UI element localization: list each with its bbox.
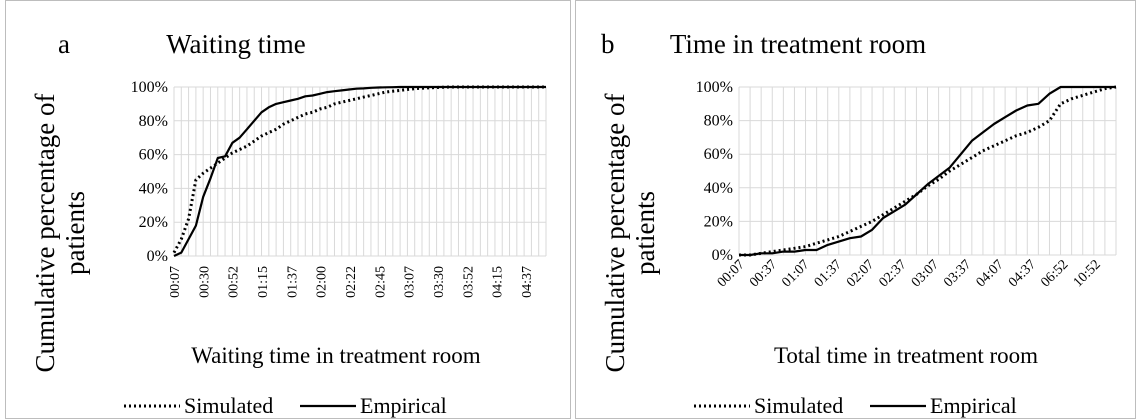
x-axis-label: Total time in treatment room [774, 343, 1038, 368]
x-tick-label: 01:07 [779, 257, 812, 290]
legend: Simulated Empirical [124, 393, 447, 418]
x-tick-label: 06:52 [1038, 257, 1071, 290]
y-tick-label: 80% [139, 113, 168, 130]
x-tick-label: 00:37 [747, 257, 780, 290]
y-tick-label: 20% [704, 213, 733, 230]
waiting-time-chart: a Waiting time Cumulative percentage ofpat… [30, 29, 547, 418]
x-tick-label: 03:07 [909, 257, 942, 290]
y-tick-label: 100% [696, 79, 733, 96]
y-axis-label-line: Cumulative percentage of [600, 94, 630, 373]
x-tick-label: 01:37 [812, 257, 845, 290]
y-tick-label: 0% [712, 247, 733, 264]
x-tick-label: 10:52 [1071, 257, 1104, 290]
x-tick-label: 04:15 [491, 266, 506, 298]
series-line-simulated [172, 85, 546, 254]
legend-label-simulated: Simulated [754, 393, 843, 418]
panel-label: a [58, 29, 70, 59]
chart-panel-time-in-treatment-room: b Time in treatment room Cumulative percen… [575, 0, 1136, 419]
x-tick-label: 03:52 [461, 266, 476, 298]
chart-panel-waiting-time: a Waiting time Cumulative percentage ofpat… [5, 0, 571, 419]
y-axis-label-line: patients [630, 191, 660, 275]
y-axis-label-line: patients [60, 191, 90, 275]
y-tick-label: 40% [139, 180, 168, 197]
series-line-empirical [739, 85, 1116, 257]
legend-label-empirical: Empirical [930, 393, 1017, 418]
y-tick-label: 80% [704, 113, 733, 130]
series-line-empirical [173, 85, 546, 257]
y-tick-label: 60% [704, 146, 733, 163]
legend-label-empirical: Empirical [360, 393, 447, 418]
y-axis-label: Cumulative percentage ofpatients [30, 94, 90, 373]
x-tick-label: 04:37 [1006, 257, 1039, 290]
x-tick-label: 04:37 [520, 266, 535, 298]
x-tick-label: 00:07 [168, 266, 183, 298]
x-tick-label: 01:37 [285, 266, 300, 298]
x-tick-label: 01:15 [256, 266, 271, 298]
x-tick-label: 02:07 [844, 257, 877, 290]
y-axis-label-line: Cumulative percentage of [30, 94, 60, 373]
chart-title: Time in treatment room [670, 29, 926, 59]
y-tick-label: 60% [139, 147, 168, 164]
series-line-simulated [739, 85, 1117, 257]
x-tick-label: 00:30 [197, 266, 212, 298]
x-tick-label: 02:00 [315, 266, 330, 298]
time-in-treatment-room-chart: b Time in treatment room Cumulative percen… [600, 29, 1117, 418]
y-tick-label: 20% [139, 214, 168, 231]
x-tick-label: 03:30 [432, 266, 447, 298]
x-tick-label: 02:22 [344, 266, 359, 298]
y-axis-label: Cumulative percentage ofpatients [600, 94, 660, 373]
chart-title: Waiting time [166, 29, 306, 59]
legend-label-simulated: Simulated [184, 393, 273, 418]
legend: Simulated Empirical [694, 393, 1017, 418]
x-tick-label: 02:45 [373, 266, 388, 298]
panel-label: b [601, 29, 615, 59]
x-tick-label: 03:07 [403, 266, 418, 298]
y-tick-label: 100% [131, 79, 168, 96]
x-tick-label: 00:52 [227, 266, 242, 298]
x-tick-label: 03:37 [941, 257, 974, 290]
x-axis-label: Waiting time in treatment room [191, 343, 481, 368]
y-tick-label: 40% [704, 180, 733, 197]
y-tick-label: 0% [147, 248, 168, 265]
x-tick-label: 02:37 [876, 257, 909, 290]
x-tick-label: 04:07 [974, 257, 1007, 290]
